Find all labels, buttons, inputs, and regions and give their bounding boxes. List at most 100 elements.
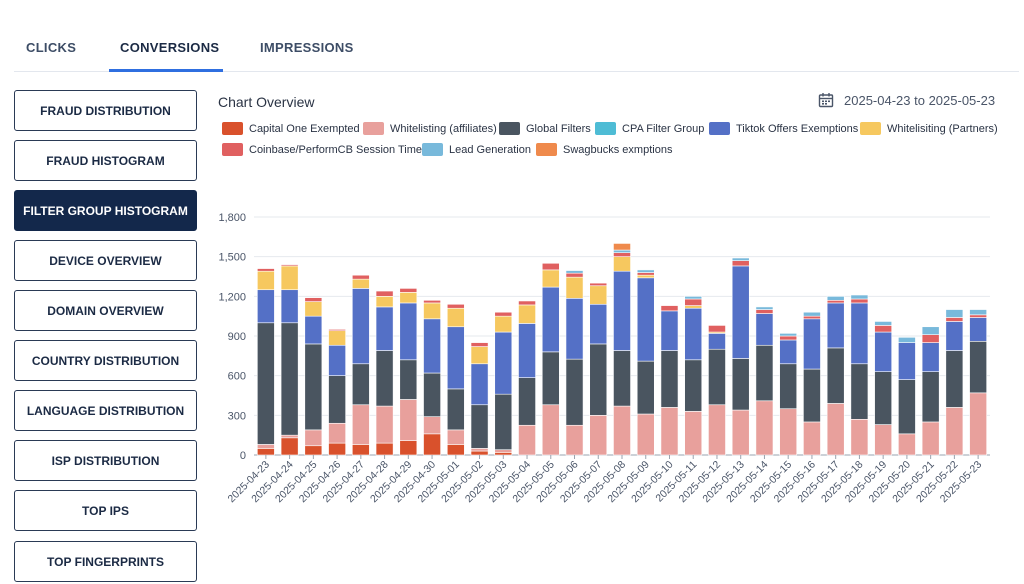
bar-segment: [945, 317, 964, 322]
bar-segment: [589, 282, 608, 287]
bar-segment: [565, 298, 584, 360]
sidebar-item-filter-group-histogram[interactable]: FILTER GROUP HISTOGRAM: [14, 190, 197, 231]
bar-segment: [280, 437, 299, 456]
legend-swatch: [222, 122, 243, 135]
bar-segment: [684, 305, 703, 309]
bar-segment: [660, 407, 679, 456]
bar-segment: [399, 292, 418, 304]
tab-conversions[interactable]: CONVERSIONS: [120, 40, 220, 55]
bar-segment: [470, 363, 489, 406]
bar-segment: [518, 323, 536, 378]
bar-segment: [470, 404, 489, 449]
sidebar-item-top-ips[interactable]: TOP IPS: [14, 490, 197, 531]
bar-segment: [803, 421, 821, 456]
bar-segment: [660, 350, 679, 408]
legend-swatch: [709, 122, 730, 135]
legend-item-whitelisting-affiliates[interactable]: Whitelisting (affiliates): [363, 122, 497, 135]
legend-item-swagbucks[interactable]: Swagbucks exmptions: [536, 143, 672, 156]
legend-label: Swagbucks exmptions: [563, 143, 673, 156]
bar-segment: [826, 302, 845, 349]
sidebar-item-domain-overview[interactable]: DOMAIN OVERVIEW: [14, 290, 197, 331]
bar-segment: [684, 307, 703, 361]
legend-label: Whitelisting (affiliates): [390, 122, 497, 135]
legend-item-lead-generation[interactable]: Lead Generation: [422, 143, 531, 156]
bar-segment: [518, 304, 536, 324]
bar-segment: [826, 300, 845, 304]
sidebar-item-language-distribution[interactable]: LANGUAGE DISTRIBUTION: [14, 390, 197, 431]
bar-segment: [304, 315, 323, 345]
bar-segment: [565, 358, 584, 426]
bar-segment: [328, 375, 346, 424]
y-tick-label: 300: [228, 410, 246, 422]
legend-label: Whitelisiting (Partners): [887, 122, 998, 135]
bar-segment: [636, 269, 655, 273]
bar-segment: [494, 449, 513, 453]
bar-segment: [684, 296, 703, 300]
legend-item-coinbase[interactable]: Coinbase/PerformCB Session Time: [222, 143, 422, 156]
bar-segment: [613, 350, 631, 407]
bar-segment: [731, 260, 750, 267]
bar-segment: [351, 278, 370, 289]
bar-segment: [708, 325, 726, 333]
sidebar-item-top-fingerprints[interactable]: TOP FINGERPRINTS: [14, 541, 197, 582]
bar-segment: [731, 358, 750, 411]
bar-segment: [399, 399, 418, 441]
bar-segment: [589, 415, 608, 456]
y-tick-label: 1,500: [218, 252, 246, 264]
sidebar-item-device-overview[interactable]: DEVICE OVERVIEW: [14, 240, 197, 281]
bar-segment: [969, 309, 987, 316]
legend-item-whitelisiting-partners[interactable]: Whitelisiting (Partners): [860, 122, 998, 135]
legend-swatch: [860, 122, 881, 135]
bar-segment: [708, 404, 726, 456]
tab-clicks[interactable]: CLICKS: [26, 40, 77, 55]
bar-segment: [541, 286, 560, 353]
bar-segment: [921, 334, 940, 343]
bar-segment: [969, 392, 987, 456]
bar-segment: [850, 298, 869, 304]
y-tick-label: 900: [228, 331, 246, 343]
legend-item-cpa-filter-group[interactable]: CPA Filter Group: [595, 122, 704, 135]
bar-segment: [779, 339, 798, 365]
bar-segment: [779, 363, 798, 410]
bar-segment: [565, 424, 584, 456]
bar-segment: [660, 310, 679, 351]
bar-segment: [470, 346, 489, 365]
sidebar-item-fraud-distribution[interactable]: FRAUD DISTRIBUTION: [14, 90, 197, 131]
date-range-text: 2025-04-23 to 2025-05-23: [844, 92, 996, 108]
bar-segment: [304, 445, 323, 456]
legend-item-tiktok[interactable]: Tiktok Offers Exemptions: [709, 122, 858, 135]
bar-segment: [898, 433, 916, 456]
bar-segment: [328, 422, 346, 444]
sidebar-item-isp-distribution[interactable]: ISP DISTRIBUTION: [14, 440, 197, 481]
bar-segment: [257, 444, 275, 449]
bar-segment: [304, 429, 323, 447]
bar-segment: [423, 302, 441, 320]
bar-segment: [494, 311, 513, 317]
legend-item-global-filters[interactable]: Global Filters: [499, 122, 591, 135]
bar-segment: [755, 313, 774, 346]
bar-segment: [446, 303, 465, 309]
bar-segment: [328, 344, 346, 376]
tab-impressions[interactable]: IMPRESSIONS: [260, 40, 354, 55]
bar-segment: [850, 419, 869, 456]
bar-segment: [660, 305, 679, 312]
bar-segment: [850, 302, 869, 365]
sidebar-item-country-distribution[interactable]: COUNTRY DISTRIBUTION: [14, 340, 197, 381]
bar-segment: [613, 270, 631, 351]
bar-segment: [874, 321, 893, 326]
bar-segment: [803, 315, 821, 320]
bar-segment: [779, 335, 798, 341]
date-range-picker[interactable]: 2025-04-23 to 2025-05-23: [818, 92, 995, 108]
chart-title: Chart Overview: [218, 94, 315, 110]
sidebar-item-fraud-histogram[interactable]: FRAUD HISTOGRAM: [14, 140, 197, 181]
active-tab-indicator: [109, 69, 223, 72]
bar-segment: [280, 434, 299, 439]
calendar-icon: [818, 93, 834, 108]
bar-segment: [351, 404, 370, 445]
bar-segment: [351, 288, 370, 365]
legend-item-capital-one[interactable]: Capital One Exempted: [222, 122, 360, 135]
bar-segment: [684, 359, 703, 412]
bar-segment: [636, 272, 655, 276]
bar-segment: [731, 409, 750, 456]
bar-segment: [375, 306, 394, 351]
